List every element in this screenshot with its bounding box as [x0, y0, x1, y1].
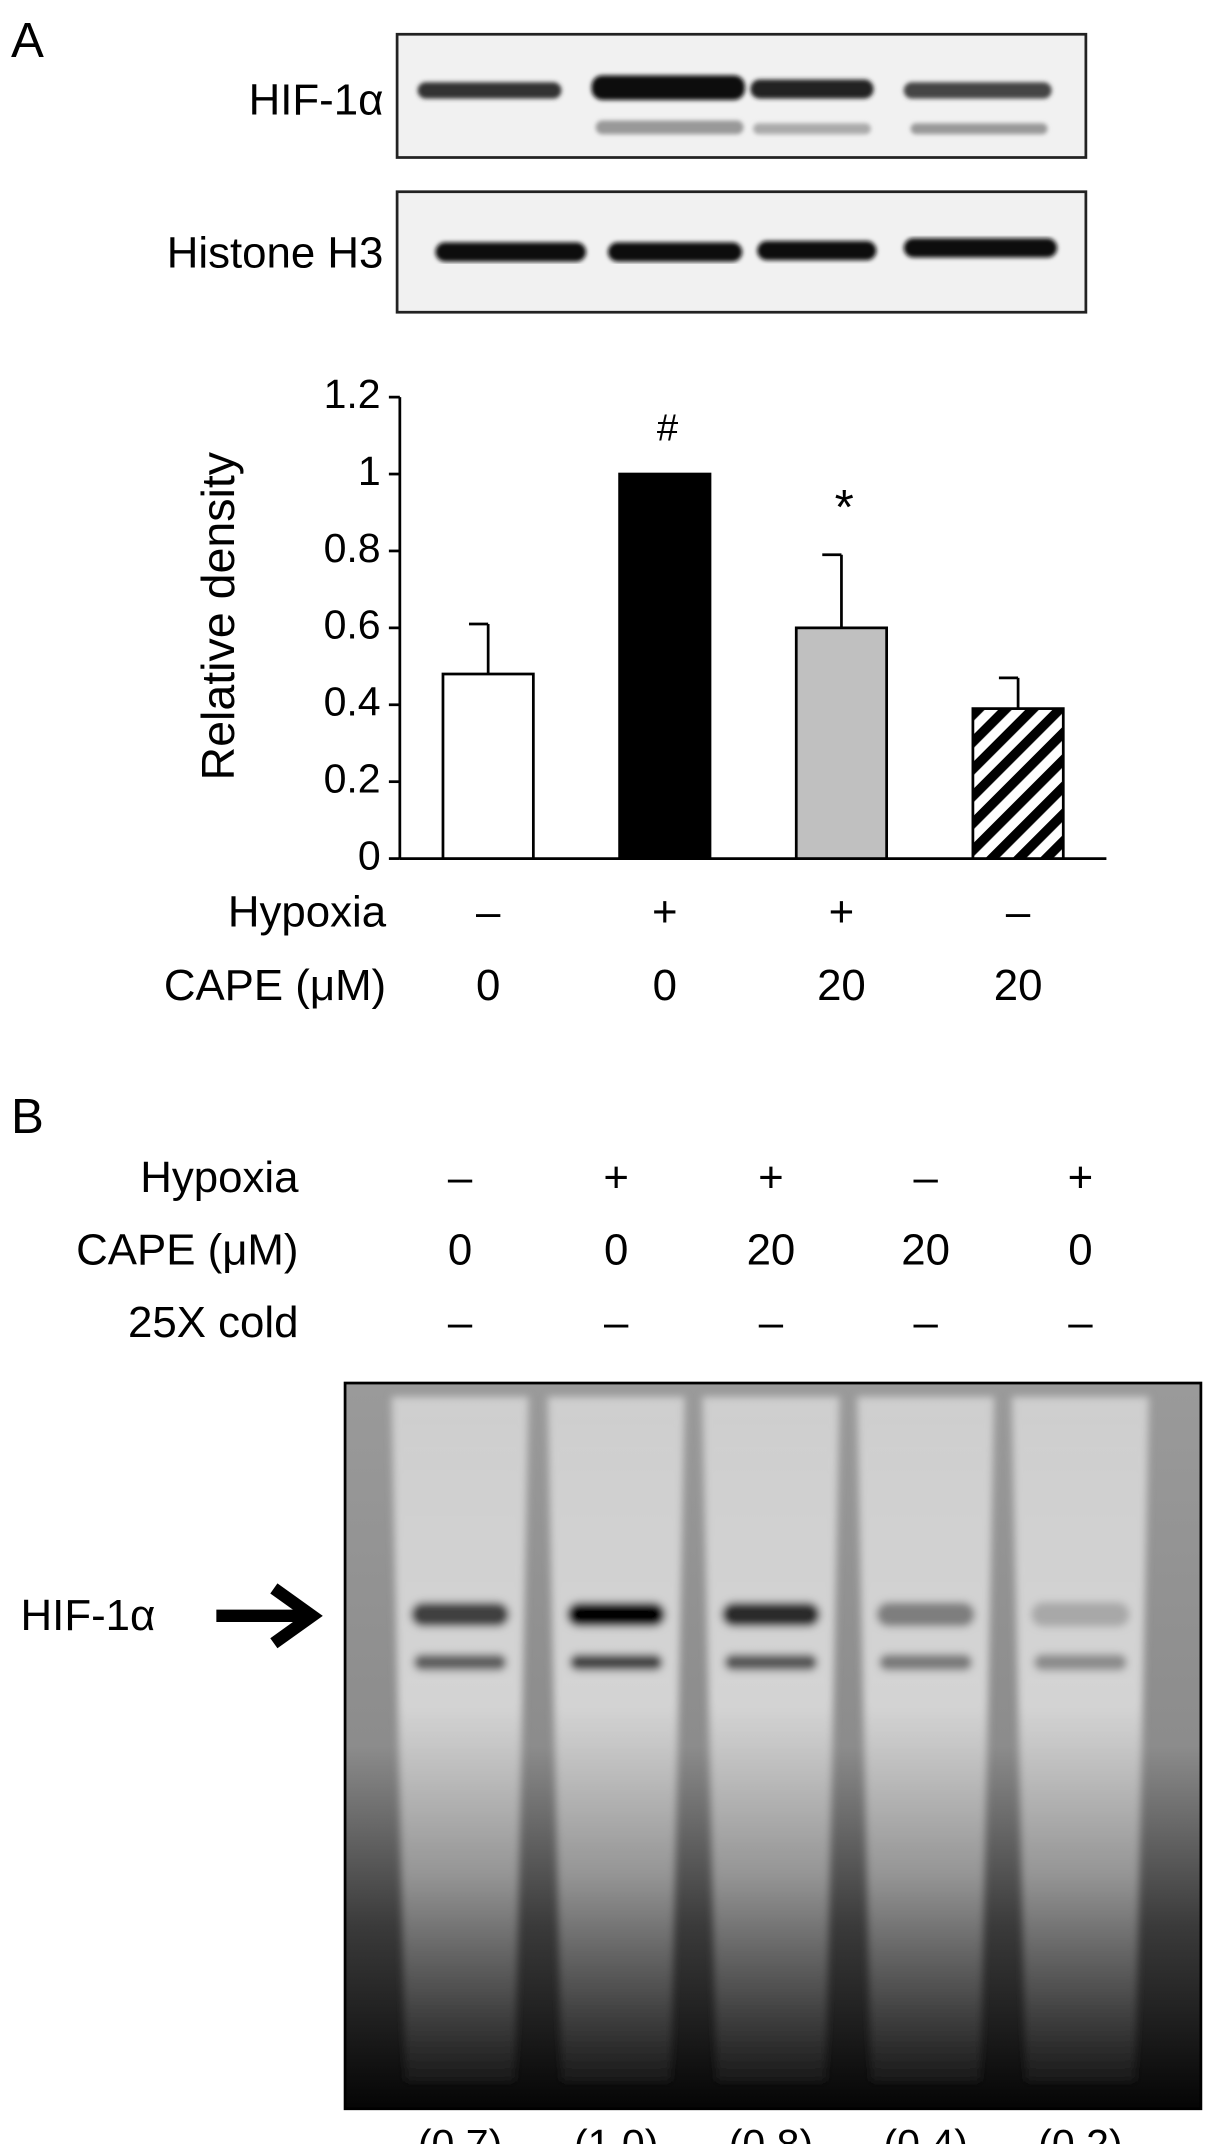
condition-value: –: [913, 1298, 938, 1347]
condition-value: 0: [604, 1226, 628, 1275]
row-label: Hypoxia: [140, 1153, 299, 1202]
annotation: #: [657, 406, 679, 449]
lane-value-label: (0.2): [1038, 2121, 1122, 2144]
condition-value: –: [448, 1153, 473, 1202]
condition-value: 20: [994, 961, 1043, 1010]
bar: [971, 707, 1065, 860]
condition-value: –: [604, 1298, 629, 1347]
panel-label: A: [11, 13, 44, 68]
condition-value: –: [1006, 887, 1031, 936]
y-axis-label: Relative density: [192, 451, 244, 780]
blot-hif: [395, 32, 1088, 159]
condition-value: +: [758, 1153, 784, 1202]
lane-value-label: (0.4): [883, 2121, 967, 2144]
blot-label: Histone H3: [167, 229, 384, 278]
y-tick-label: 0.8: [324, 525, 381, 571]
condition-value: 0: [476, 961, 500, 1010]
annotation: *: [835, 480, 854, 535]
lane-value-label: (1.0): [574, 2121, 658, 2144]
arrow: [216, 1583, 323, 1649]
band-lower: [724, 1654, 818, 1671]
bar: [618, 472, 712, 860]
y-tick-label: 0: [358, 832, 381, 878]
condition-value: 0: [1068, 1226, 1092, 1275]
row-label: Hypoxia: [228, 887, 387, 936]
condition-value: –: [759, 1298, 784, 1347]
condition-value: –: [448, 1298, 473, 1347]
row-label: 25X cold: [128, 1298, 298, 1347]
condition-value: 20: [817, 961, 866, 1010]
panel-label: B: [11, 1089, 44, 1144]
lane: [547, 1396, 685, 2082]
row-label: CAPE (μM): [164, 961, 386, 1010]
y-tick-label: 0.6: [324, 602, 381, 648]
bar: [441, 672, 535, 860]
band: [721, 1602, 821, 1627]
lane: [391, 1396, 529, 2082]
blot-histone: [395, 190, 1088, 314]
lane: [1011, 1396, 1149, 2082]
band: [1031, 1602, 1130, 1627]
band: [876, 1602, 975, 1627]
lane-value-label: (0.8): [729, 2121, 813, 2144]
condition-value: 20: [901, 1226, 950, 1275]
condition-value: 20: [747, 1226, 796, 1275]
band-label: HIF-1α: [21, 1591, 156, 1640]
condition-value: +: [603, 1153, 629, 1202]
band: [566, 1602, 666, 1627]
y-tick-label: 0.4: [324, 679, 381, 725]
band-lower: [879, 1654, 973, 1671]
lane: [857, 1396, 995, 2082]
blot-label: HIF-1α: [249, 75, 384, 124]
condition-value: 0: [448, 1226, 472, 1275]
row-label: CAPE (μM): [76, 1226, 298, 1275]
gel: [343, 1381, 1203, 2111]
bar: [794, 626, 889, 860]
band-lower: [569, 1654, 663, 1671]
band-lower: [413, 1654, 507, 1671]
condition-value: –: [913, 1153, 938, 1202]
condition-value: +: [652, 887, 678, 936]
y-tick-label: 0.2: [324, 756, 381, 802]
y-tick-label: 1: [358, 448, 381, 494]
condition-value: –: [476, 887, 501, 936]
condition-value: –: [1068, 1298, 1093, 1347]
lane: [702, 1396, 840, 2082]
y-tick-label: 1.2: [324, 371, 381, 417]
condition-value: 0: [653, 961, 677, 1010]
lane-value-label: (0.7): [418, 2121, 502, 2144]
condition-value: +: [829, 887, 855, 936]
band-lower: [1033, 1654, 1127, 1671]
condition-value: +: [1068, 1153, 1094, 1202]
band: [410, 1602, 510, 1627]
